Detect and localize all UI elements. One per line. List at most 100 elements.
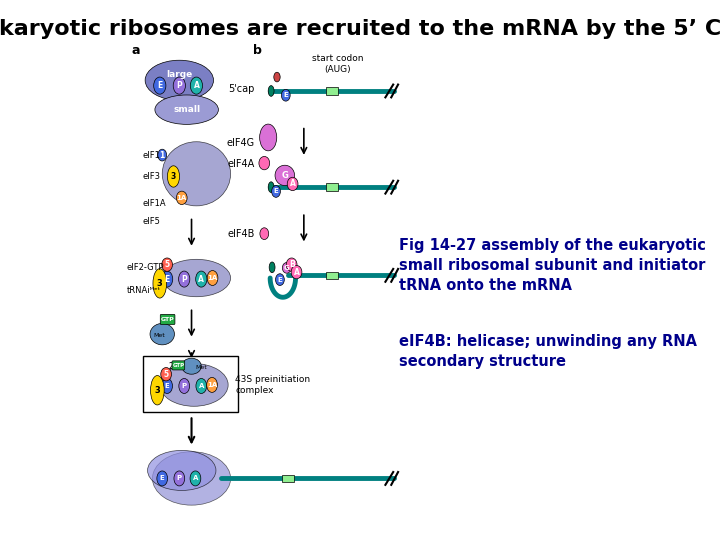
Ellipse shape xyxy=(260,228,269,240)
Ellipse shape xyxy=(174,471,185,486)
Text: 5: 5 xyxy=(165,260,170,269)
Ellipse shape xyxy=(190,471,201,486)
Ellipse shape xyxy=(158,149,166,161)
Ellipse shape xyxy=(145,60,214,100)
Text: G: G xyxy=(282,171,288,180)
Ellipse shape xyxy=(153,452,230,505)
Text: eIF4G: eIF4G xyxy=(226,138,255,148)
Text: a: a xyxy=(131,44,140,57)
Text: E: E xyxy=(157,81,163,90)
FancyBboxPatch shape xyxy=(172,361,185,370)
Text: A: A xyxy=(194,81,199,90)
Text: eIF4B: eIF4B xyxy=(227,228,255,239)
Text: P: P xyxy=(181,274,187,284)
Text: P: P xyxy=(176,81,182,90)
Text: 43S preinitiation
complex: 43S preinitiation complex xyxy=(235,375,310,395)
Ellipse shape xyxy=(155,95,218,124)
Bar xyxy=(326,87,338,94)
Text: P: P xyxy=(181,383,186,389)
Text: E: E xyxy=(165,383,169,389)
Text: A: A xyxy=(198,274,204,284)
Ellipse shape xyxy=(260,124,276,151)
Text: Fig 14-27 assembly of the eukaryotic
small ribosomal subunit and initiator
tRNA : Fig 14-27 assembly of the eukaryotic sma… xyxy=(399,238,706,293)
Ellipse shape xyxy=(269,262,275,273)
Text: 1A: 1A xyxy=(207,382,217,388)
Text: A: A xyxy=(294,268,300,276)
Ellipse shape xyxy=(276,274,284,286)
Text: b: b xyxy=(253,44,262,57)
Text: eIF3: eIF3 xyxy=(143,172,161,181)
Bar xyxy=(326,272,338,279)
Ellipse shape xyxy=(207,377,217,393)
Ellipse shape xyxy=(160,363,228,406)
Ellipse shape xyxy=(162,141,230,206)
Ellipse shape xyxy=(291,266,302,279)
Ellipse shape xyxy=(153,269,166,298)
Text: 1A: 1A xyxy=(207,275,217,281)
Text: Eukaryotic ribosomes are recruited to the mRNA by the 5’ Cap: Eukaryotic ribosomes are recruited to th… xyxy=(0,19,720,39)
Ellipse shape xyxy=(150,323,174,345)
Text: eIF4B: helicase; unwinding any RNA
secondary structure: eIF4B: helicase; unwinding any RNA secon… xyxy=(399,334,697,369)
Text: 5'cap: 5'cap xyxy=(228,84,255,94)
Ellipse shape xyxy=(274,72,280,82)
Text: 1: 1 xyxy=(160,151,165,160)
Ellipse shape xyxy=(287,177,298,191)
Bar xyxy=(326,184,338,191)
Ellipse shape xyxy=(162,259,230,296)
Text: eIF2-GTP: eIF2-GTP xyxy=(127,263,164,272)
Text: start codon
(AUG): start codon (AUG) xyxy=(312,55,364,74)
Ellipse shape xyxy=(157,471,168,486)
Ellipse shape xyxy=(179,379,189,394)
Ellipse shape xyxy=(282,262,291,273)
Text: 2: 2 xyxy=(168,362,173,370)
Ellipse shape xyxy=(153,77,166,94)
FancyBboxPatch shape xyxy=(161,314,175,325)
Ellipse shape xyxy=(162,379,173,394)
Text: small: small xyxy=(173,105,200,114)
Ellipse shape xyxy=(207,271,218,286)
Text: Met: Met xyxy=(153,333,165,338)
Ellipse shape xyxy=(174,77,186,94)
Text: A: A xyxy=(289,179,295,188)
Ellipse shape xyxy=(268,182,274,192)
Text: B: B xyxy=(289,260,294,269)
Text: E: E xyxy=(160,475,165,482)
Text: A: A xyxy=(199,383,204,389)
Ellipse shape xyxy=(282,89,290,101)
Ellipse shape xyxy=(162,258,173,271)
Text: A: A xyxy=(193,475,198,482)
Text: eIF4A: eIF4A xyxy=(228,159,255,169)
Text: eIF5: eIF5 xyxy=(143,218,161,226)
Text: eIF1: eIF1 xyxy=(143,151,161,160)
Ellipse shape xyxy=(190,77,202,94)
Text: G: G xyxy=(284,265,289,271)
Ellipse shape xyxy=(196,271,207,287)
Ellipse shape xyxy=(275,165,294,186)
Text: GTP: GTP xyxy=(172,363,184,368)
Text: 3: 3 xyxy=(157,279,163,288)
Ellipse shape xyxy=(259,157,270,170)
Text: 1A: 1A xyxy=(176,195,187,201)
Ellipse shape xyxy=(167,166,179,187)
Ellipse shape xyxy=(179,271,190,287)
Text: large: large xyxy=(166,70,192,79)
Text: tRNAiᴹᵉᵗ: tRNAiᴹᵉᵗ xyxy=(127,286,161,295)
Text: Met: Met xyxy=(195,364,207,370)
Ellipse shape xyxy=(181,358,202,374)
Ellipse shape xyxy=(148,450,216,490)
Text: 3: 3 xyxy=(171,172,176,181)
Text: 3: 3 xyxy=(155,386,161,395)
Ellipse shape xyxy=(161,368,171,381)
Text: E: E xyxy=(274,188,279,194)
Ellipse shape xyxy=(271,186,280,197)
Ellipse shape xyxy=(150,375,164,405)
Bar xyxy=(282,475,294,482)
Ellipse shape xyxy=(287,258,297,271)
Text: eIF1A: eIF1A xyxy=(143,199,166,208)
Text: GTP: GTP xyxy=(161,316,174,322)
Ellipse shape xyxy=(176,191,187,205)
Text: P: P xyxy=(176,475,182,482)
Text: E: E xyxy=(284,92,288,98)
Ellipse shape xyxy=(161,271,173,287)
Ellipse shape xyxy=(196,379,207,394)
